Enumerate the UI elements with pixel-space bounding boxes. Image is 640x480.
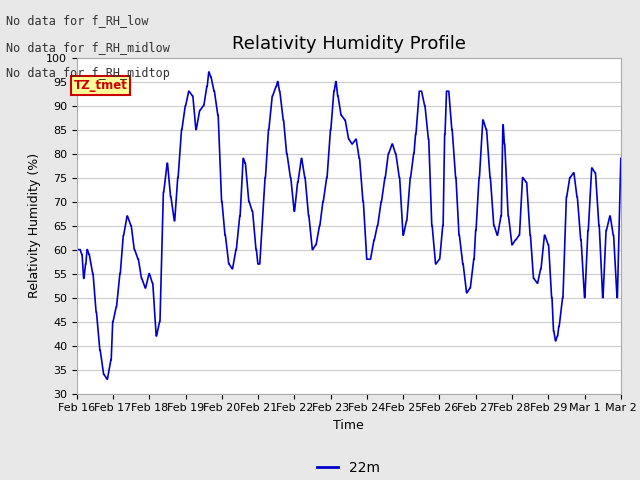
Text: No data for f_RH_low: No data for f_RH_low: [6, 14, 149, 27]
Legend: 22m: 22m: [312, 456, 386, 480]
Title: Relativity Humidity Profile: Relativity Humidity Profile: [232, 35, 466, 53]
X-axis label: Time: Time: [333, 419, 364, 432]
Text: TZ_tmet: TZ_tmet: [74, 79, 127, 92]
Text: No data for f_RH_midtop: No data for f_RH_midtop: [6, 67, 170, 80]
Text: No data for f_RH_midlow: No data for f_RH_midlow: [6, 41, 170, 54]
Y-axis label: Relativity Humidity (%): Relativity Humidity (%): [28, 153, 40, 298]
